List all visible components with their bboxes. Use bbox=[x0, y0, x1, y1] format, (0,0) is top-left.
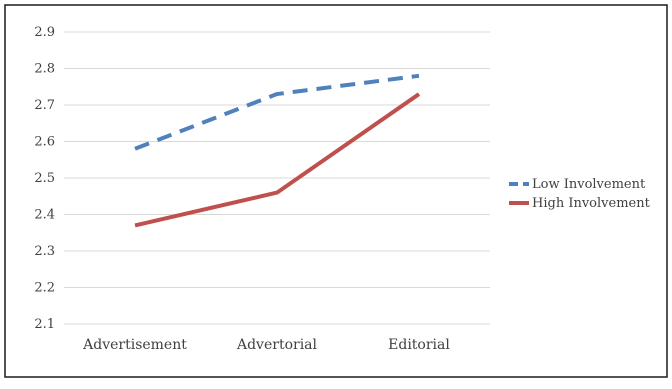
y-tick-label: 2.7 bbox=[34, 98, 55, 113]
x-tick-label: Editorial bbox=[388, 337, 450, 353]
y-tick-label: 2.3 bbox=[34, 244, 55, 259]
legend: Low Involvement High Involvement bbox=[509, 177, 651, 211]
x-tick-label: Advertisement bbox=[82, 337, 187, 353]
series-lines bbox=[134, 73, 421, 228]
gridlines bbox=[64, 31, 490, 325]
series-line-high-involvement bbox=[134, 92, 421, 228]
y-tick-label: 2.8 bbox=[34, 62, 55, 77]
x-axis-ticks: Advertisement Advertorial Editorial bbox=[82, 337, 450, 353]
series-line-low-involvement bbox=[134, 73, 420, 151]
chart-border bbox=[4, 4, 668, 378]
y-tick-label: 2.6 bbox=[34, 135, 55, 150]
legend-label: Low Involvement bbox=[532, 177, 646, 192]
y-tick-label: 2.9 bbox=[34, 25, 55, 40]
y-tick-label: 2.1 bbox=[34, 317, 55, 332]
y-tick-label: 2.4 bbox=[34, 208, 55, 223]
y-axis-ticks: 2.1 2.2 2.3 2.4 2.5 2.6 2.7 2.8 2.9 bbox=[34, 25, 55, 332]
y-tick-label: 2.5 bbox=[34, 171, 55, 186]
y-tick-label: 2.2 bbox=[34, 281, 55, 296]
x-tick-label: Advertorial bbox=[236, 337, 318, 353]
legend-label: High Involvement bbox=[532, 196, 651, 211]
